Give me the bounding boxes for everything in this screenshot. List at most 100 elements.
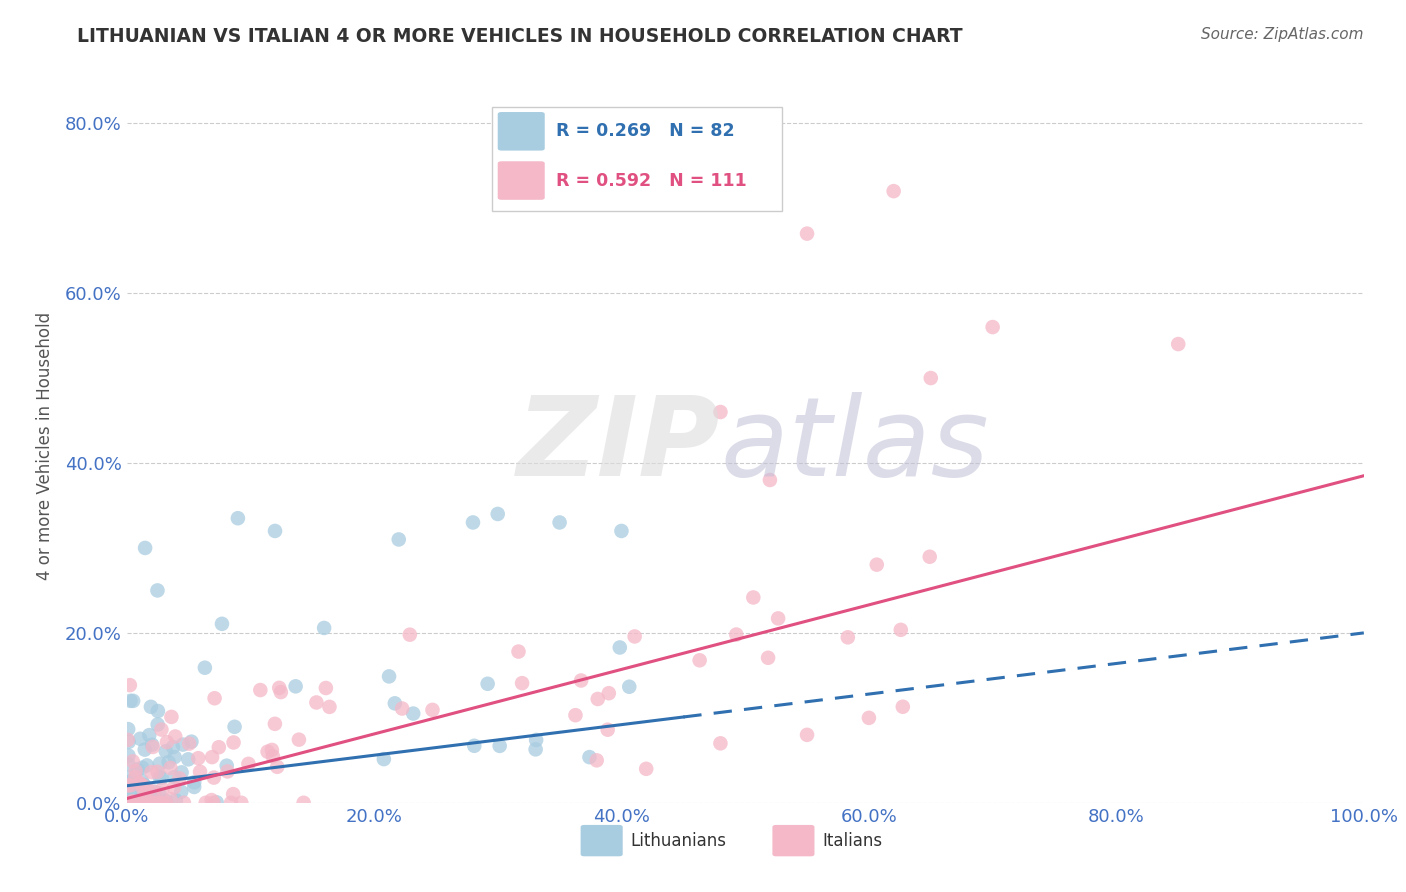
Point xyxy=(127,775,149,789)
Text: R = 0.592   N = 111: R = 0.592 N = 111 xyxy=(555,171,747,189)
Point xyxy=(477,677,499,691)
Point xyxy=(132,782,155,797)
Point xyxy=(143,796,166,810)
Text: R = 0.269   N = 82: R = 0.269 N = 82 xyxy=(555,121,734,139)
Point xyxy=(578,750,600,764)
Point xyxy=(524,742,547,756)
Point xyxy=(284,679,307,693)
Point xyxy=(619,680,641,694)
Point xyxy=(756,650,779,665)
Point xyxy=(150,723,173,737)
Point xyxy=(125,796,148,810)
Point xyxy=(891,699,914,714)
Point xyxy=(202,796,225,810)
Point xyxy=(139,699,162,714)
FancyBboxPatch shape xyxy=(498,161,544,200)
Point xyxy=(117,748,139,763)
Point xyxy=(709,405,731,419)
Point xyxy=(120,796,142,810)
Text: LITHUANIAN VS ITALIAN 4 OR MORE VEHICLES IN HOUSEHOLD CORRELATION CHART: LITHUANIAN VS ITALIAN 4 OR MORE VEHICLES… xyxy=(77,27,963,45)
Point xyxy=(162,740,184,755)
Point xyxy=(422,703,444,717)
Point xyxy=(201,750,224,764)
Point xyxy=(134,541,156,555)
Point xyxy=(524,733,547,747)
Point xyxy=(159,761,181,775)
Point xyxy=(262,749,284,764)
Text: ZIP: ZIP xyxy=(517,392,720,500)
Point xyxy=(124,770,146,784)
Point xyxy=(260,743,283,757)
Point xyxy=(292,796,315,810)
Point xyxy=(796,227,818,241)
Point xyxy=(183,775,205,789)
Point xyxy=(200,793,222,807)
Point xyxy=(127,778,149,792)
Point xyxy=(766,611,789,625)
Y-axis label: 4 or more Vehicles in Household: 4 or more Vehicles in Household xyxy=(35,312,53,580)
Point xyxy=(269,681,291,695)
Point xyxy=(742,591,765,605)
Point xyxy=(134,792,156,806)
Point xyxy=(204,691,226,706)
Point xyxy=(131,761,153,775)
Point xyxy=(157,755,180,769)
Point xyxy=(172,738,194,752)
Point xyxy=(398,628,420,642)
Point xyxy=(866,558,889,572)
Point xyxy=(129,731,152,746)
Point xyxy=(141,765,163,780)
Point xyxy=(122,694,145,708)
FancyBboxPatch shape xyxy=(581,825,623,856)
Point xyxy=(122,776,145,790)
Point xyxy=(169,772,191,786)
Point xyxy=(264,524,287,538)
Point xyxy=(160,710,183,724)
Point xyxy=(238,756,260,771)
Point xyxy=(837,630,859,644)
Point xyxy=(142,785,165,799)
Point xyxy=(222,735,245,749)
Point xyxy=(141,796,163,810)
Point xyxy=(890,623,912,637)
Point xyxy=(132,779,155,793)
Point xyxy=(131,773,153,788)
Point xyxy=(163,770,186,784)
Point xyxy=(180,734,202,748)
Point xyxy=(150,771,173,785)
Point xyxy=(463,739,485,753)
Point xyxy=(689,653,711,667)
Point xyxy=(378,669,401,683)
Point xyxy=(388,533,411,547)
Point xyxy=(215,758,238,772)
Point xyxy=(120,694,142,708)
Point xyxy=(134,742,156,756)
Point xyxy=(139,791,162,805)
Point xyxy=(402,706,425,721)
Point xyxy=(117,779,139,793)
Point xyxy=(270,685,292,699)
Point xyxy=(146,583,169,598)
Point xyxy=(136,782,159,797)
Point xyxy=(146,764,169,779)
Point xyxy=(510,676,533,690)
Point xyxy=(264,716,287,731)
Point xyxy=(155,796,177,810)
Point xyxy=(187,751,209,765)
Point xyxy=(148,796,170,810)
Point xyxy=(596,723,619,737)
Point xyxy=(384,696,406,710)
Point xyxy=(315,681,337,695)
Point xyxy=(508,644,530,658)
Point xyxy=(128,795,150,809)
Point xyxy=(709,736,731,750)
Point xyxy=(391,701,413,715)
Point xyxy=(636,762,658,776)
Point xyxy=(156,735,179,749)
Point xyxy=(564,708,586,723)
Point xyxy=(163,780,186,795)
Point xyxy=(122,796,145,810)
Point xyxy=(117,732,139,747)
Point xyxy=(117,793,139,807)
Point xyxy=(118,735,141,749)
